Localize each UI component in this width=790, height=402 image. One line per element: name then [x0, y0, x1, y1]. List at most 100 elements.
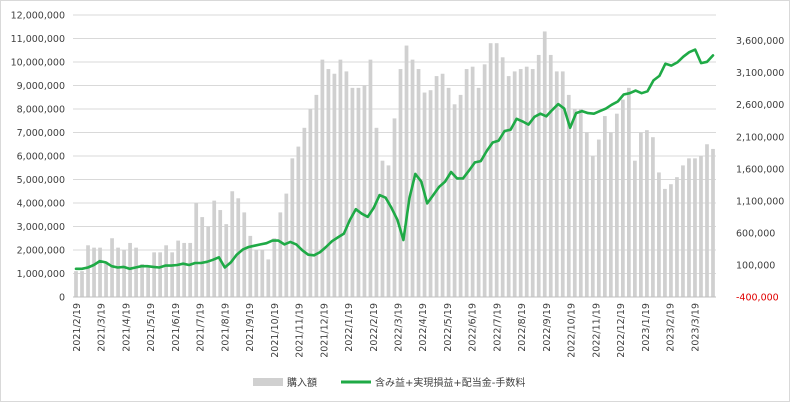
- right-axis-tick-label: -400,000: [736, 293, 779, 304]
- bar: [224, 224, 229, 297]
- bar: [242, 212, 247, 297]
- bar: [542, 31, 547, 297]
- x-axis-tick-label: 2021/10/19: [270, 303, 281, 358]
- bar: [446, 87, 451, 297]
- left-y-axis: 0 1,000,000 2,000,000 3,000,000 4,000,000 5,0…: [11, 11, 65, 304]
- bar: [608, 132, 613, 297]
- bar: [236, 198, 241, 297]
- legend: 購入額 含み益+実現損益+配当金-手数料: [253, 376, 525, 389]
- bar: [530, 69, 535, 297]
- bar: [272, 238, 277, 297]
- left-axis-tick-label: 4,000,000: [17, 199, 65, 210]
- x-axis-tick-label: 2022/6/19: [468, 303, 479, 352]
- bar: [494, 43, 499, 298]
- bar: [350, 87, 355, 297]
- left-axis-tick-label: 11,000,000: [11, 34, 65, 45]
- x-axis-tick-label: 2022/2/19: [369, 303, 380, 352]
- bar: [194, 203, 199, 297]
- bar: [380, 160, 385, 297]
- bar: [86, 245, 90, 297]
- bar: [687, 158, 691, 297]
- bar: [110, 238, 114, 297]
- left-axis-tick-label: 1,000,000: [17, 269, 65, 280]
- bar: [170, 252, 175, 297]
- bar: [548, 54, 553, 298]
- left-axis-tick-label: 12,000,000: [11, 11, 65, 22]
- x-axis-tick-label: 2021/11/19: [295, 303, 306, 358]
- left-axis-tick-label: 2,000,000: [17, 246, 65, 257]
- bar: [290, 158, 295, 297]
- bar: [470, 66, 475, 297]
- bar: [80, 271, 84, 297]
- bar: [374, 127, 379, 297]
- x-axis-tick-label: 2021/12/19: [319, 303, 330, 358]
- bar: [74, 271, 78, 297]
- bar: [452, 104, 457, 297]
- bar: [699, 156, 703, 297]
- x-axis-tick-label: 2023/2/19: [666, 303, 677, 352]
- bar: [356, 87, 361, 297]
- legend-label-line: 含み益+実現損益+配当金-手数料: [375, 376, 525, 389]
- bar: [560, 71, 565, 298]
- bar: [146, 266, 150, 297]
- bar: [362, 85, 367, 297]
- right-axis-tick-label: 1,600,000: [736, 164, 784, 175]
- bar: [566, 94, 571, 298]
- right-axis-tick-label: 2,600,000: [736, 100, 784, 111]
- bar: [398, 69, 403, 297]
- left-axis-tick-label: 0: [59, 293, 65, 304]
- bar: [260, 250, 265, 297]
- x-axis-tick-label: 2021/9/19: [245, 303, 256, 352]
- bar: [404, 45, 409, 297]
- bar: [627, 87, 631, 297]
- bar: [602, 116, 607, 297]
- bar: [416, 69, 421, 297]
- right-axis-tick-label: 1,100,000: [736, 196, 784, 207]
- bar: [338, 59, 343, 298]
- bar: [681, 165, 685, 297]
- bar: [140, 264, 144, 297]
- x-axis-tick-label: 2022/11/19: [591, 303, 602, 358]
- bar: [572, 109, 577, 297]
- x-axis-tick-label: 2021/4/19: [121, 303, 132, 352]
- bar: [332, 73, 337, 297]
- x-axis-tick-label: 2021/6/19: [171, 303, 182, 352]
- bar: [500, 57, 505, 297]
- bar: [428, 90, 433, 297]
- x-axis-tick-label: 2022/7/19: [492, 303, 503, 352]
- left-axis-tick-label: 6,000,000: [17, 152, 65, 163]
- bar: [458, 94, 463, 298]
- x-axis-tick-label: 2022/12/19: [616, 303, 627, 358]
- line-series-cumulative-profit: [74, 48, 715, 271]
- bar: [368, 59, 373, 298]
- x-axis: 2021/2/19 2021/3/19 2021/4/19 2021/5/19 2021…: [72, 296, 716, 358]
- bar: [98, 247, 102, 297]
- legend-swatch-bar: [253, 378, 283, 386]
- bar: [620, 99, 625, 297]
- left-axis-tick-label: 10,000,000: [11, 58, 65, 69]
- bar: [675, 177, 679, 297]
- x-axis-tick-label: 2023/1/19: [641, 303, 652, 352]
- bar: [651, 137, 655, 297]
- bar: [657, 172, 661, 297]
- right-axis-tick-label: 2,100,000: [736, 132, 784, 143]
- bar: [554, 71, 559, 298]
- bar: [482, 64, 487, 297]
- x-axis-tick-label: 2022/9/19: [542, 303, 553, 352]
- bar: [92, 247, 96, 297]
- left-axis-tick-label: 7,000,000: [17, 128, 65, 139]
- bar: [254, 250, 259, 297]
- bar: [614, 113, 619, 297]
- bar: [104, 261, 108, 297]
- bar: [188, 242, 193, 297]
- x-axis-tick-label: 2021/7/19: [196, 303, 207, 352]
- left-axis-tick-label: 9,000,000: [17, 81, 65, 92]
- bar: [284, 193, 289, 297]
- left-axis-tick-label: 5,000,000: [17, 175, 65, 186]
- right-axis-tick-label: 3,600,000: [736, 36, 784, 47]
- left-axis-tick-label: 3,000,000: [17, 222, 65, 233]
- bar: [386, 165, 391, 297]
- bar: [578, 109, 583, 297]
